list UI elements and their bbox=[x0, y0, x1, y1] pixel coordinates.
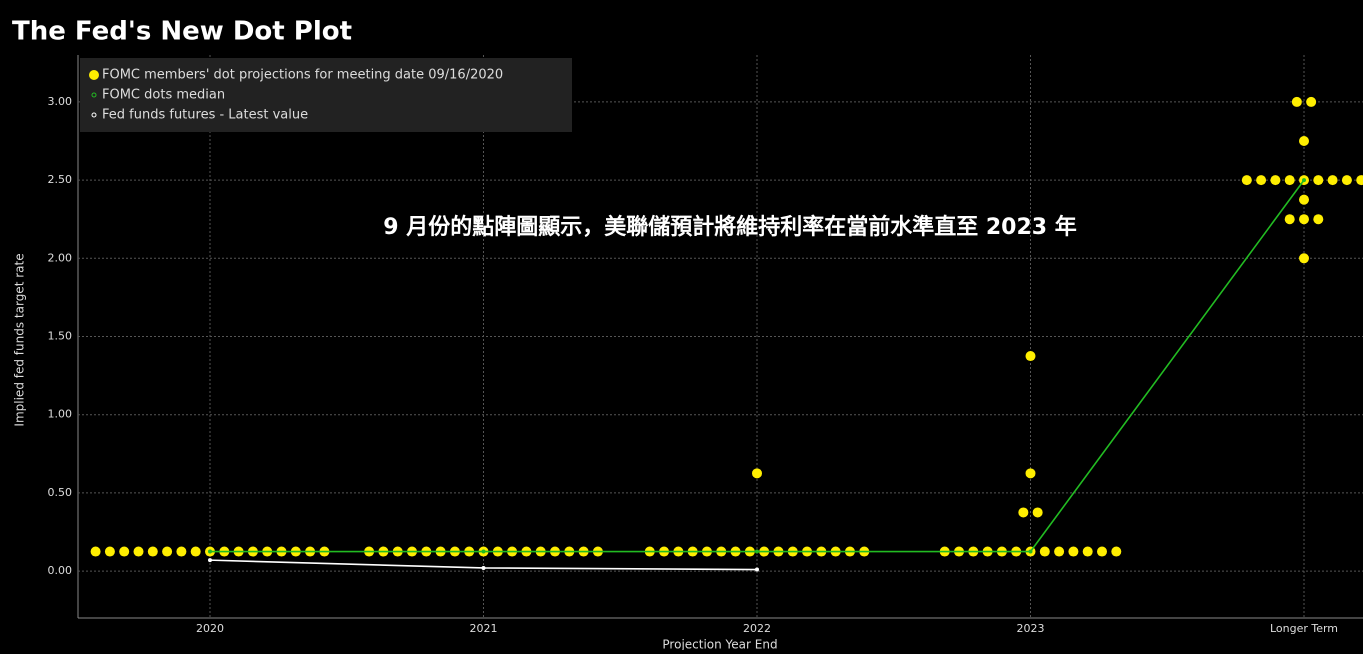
dot bbox=[1083, 547, 1093, 557]
plot-area: 0.00 0.50 1.00 1.50 2.00 2.50 3.00 2020 2021 2022… bbox=[48, 55, 1363, 635]
x-tick-label: 2022 bbox=[743, 622, 771, 635]
dot bbox=[1256, 175, 1266, 185]
y-tick-label: 2.50 bbox=[48, 173, 73, 186]
dot bbox=[1285, 175, 1295, 185]
dot bbox=[1033, 507, 1043, 517]
dot bbox=[1285, 214, 1295, 224]
y-tick-label: 2.00 bbox=[48, 251, 73, 264]
y-axis-title: Implied fed funds target rate bbox=[13, 253, 27, 426]
dot bbox=[1054, 547, 1064, 557]
legend-label: FOMC members' dot projections for meetin… bbox=[102, 68, 503, 83]
dot bbox=[1097, 547, 1107, 557]
legend-label: Fed funds futures - Latest value bbox=[102, 108, 308, 123]
y-tick-label: 1.00 bbox=[48, 408, 73, 421]
legend-marker bbox=[90, 71, 99, 80]
line-point bbox=[1029, 550, 1033, 554]
line-point bbox=[208, 550, 212, 554]
dot bbox=[1299, 136, 1309, 146]
line-point bbox=[482, 550, 486, 554]
line-point bbox=[1302, 178, 1306, 182]
dot bbox=[1299, 214, 1309, 224]
dot bbox=[1328, 175, 1338, 185]
dot bbox=[1299, 253, 1309, 263]
x-tick-label: 2020 bbox=[196, 622, 224, 635]
line-point bbox=[755, 550, 759, 554]
y-tick-label: 0.50 bbox=[48, 486, 73, 499]
dot bbox=[134, 547, 144, 557]
dot bbox=[1270, 175, 1280, 185]
dot bbox=[191, 547, 201, 557]
line-point bbox=[755, 568, 759, 572]
x-tick-label: 2021 bbox=[470, 622, 498, 635]
dot bbox=[752, 468, 762, 478]
line-point bbox=[482, 566, 486, 570]
dot bbox=[119, 547, 129, 557]
dot bbox=[1299, 195, 1309, 205]
dot bbox=[1040, 547, 1050, 557]
dot bbox=[1026, 351, 1036, 361]
dot bbox=[148, 547, 158, 557]
x-axis-title: Projection Year End bbox=[662, 638, 777, 651]
line-point bbox=[208, 558, 212, 562]
y-tick-label: 3.00 bbox=[48, 95, 73, 108]
dot bbox=[1026, 468, 1036, 478]
dot bbox=[105, 547, 115, 557]
dot bbox=[1018, 507, 1028, 517]
x-tick-label: 2023 bbox=[1017, 622, 1045, 635]
annotation: 9 月份的點陣圖顯示，美聯儲預計將維持利率在當前水準直至 2023 年 bbox=[383, 214, 1077, 240]
dot bbox=[1292, 97, 1302, 107]
dot bbox=[1111, 547, 1121, 557]
dot bbox=[1356, 175, 1363, 185]
dot bbox=[1242, 175, 1252, 185]
dot bbox=[1313, 214, 1323, 224]
y-tick-label: 0.00 bbox=[48, 564, 73, 577]
legend-label: FOMC dots median bbox=[102, 88, 225, 103]
dot bbox=[1306, 97, 1316, 107]
dot bbox=[91, 547, 101, 557]
dot bbox=[1313, 175, 1323, 185]
x-tick-label: Longer Term bbox=[1270, 622, 1338, 635]
chart-title: The Fed's New Dot Plot bbox=[12, 17, 352, 47]
dot bbox=[162, 547, 172, 557]
dot bbox=[176, 547, 186, 557]
dot bbox=[1342, 175, 1352, 185]
y-tick-label: 1.50 bbox=[48, 330, 73, 343]
dot bbox=[1068, 547, 1078, 557]
